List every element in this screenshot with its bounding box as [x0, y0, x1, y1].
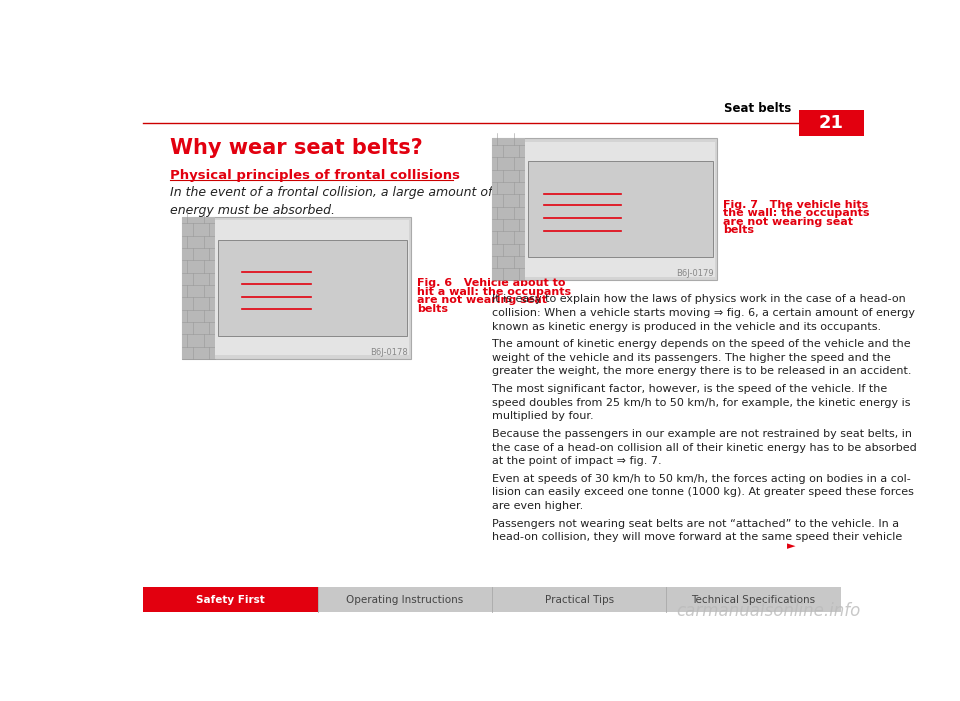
Text: Because the passengers in our example are not restrained by seat belts, in
the c: Because the passengers in our example ar… — [492, 429, 917, 466]
Text: The amount of kinetic energy depends on the speed of the vehicle and the
weight : The amount of kinetic energy depends on … — [492, 339, 911, 376]
Bar — [492, 138, 717, 280]
Text: B6J-0178: B6J-0178 — [370, 348, 408, 357]
Text: Why wear seat belts?: Why wear seat belts? — [170, 138, 423, 158]
Bar — [799, 109, 864, 136]
Bar — [492, 138, 524, 280]
Bar — [524, 142, 715, 277]
Text: belts: belts — [417, 304, 447, 313]
Text: Practical Tips: Practical Tips — [544, 594, 613, 605]
Text: belts: belts — [723, 225, 754, 235]
Bar — [143, 587, 841, 613]
Bar — [528, 161, 713, 257]
Text: Seat belts: Seat belts — [724, 102, 791, 115]
Text: hit a wall: the occupants: hit a wall: the occupants — [417, 287, 571, 297]
Text: Physical principles of frontal collisions: Physical principles of frontal collision… — [170, 169, 461, 182]
Text: It is easy to explain how the laws of physics work in the case of a head-on
coll: It is easy to explain how the laws of ph… — [492, 294, 915, 332]
Text: Fig. 6   Vehicle about to: Fig. 6 Vehicle about to — [417, 278, 565, 288]
Text: Technical Specifications: Technical Specifications — [691, 594, 816, 605]
Text: are not wearing seat: are not wearing seat — [417, 295, 547, 305]
Text: 21: 21 — [819, 114, 844, 132]
Bar — [143, 587, 318, 613]
Bar — [182, 217, 214, 359]
Bar — [219, 240, 407, 336]
Text: Safety First: Safety First — [196, 594, 265, 605]
Text: In the event of a frontal collision, a large amount of kinetic
energy must be ab: In the event of a frontal collision, a l… — [170, 186, 539, 217]
Text: Even at speeds of 30 km/h to 50 km/h, the forces acting on bodies in a col-
lisi: Even at speeds of 30 km/h to 50 km/h, th… — [492, 474, 914, 511]
Text: ►: ► — [786, 541, 795, 551]
Text: B6J-0179: B6J-0179 — [676, 269, 713, 278]
Bar — [214, 220, 409, 355]
Text: carmanualsonline.info: carmanualsonline.info — [676, 602, 860, 620]
Text: Passengers not wearing seat belts are not “attached” to the vehicle. In a
head-o: Passengers not wearing seat belts are no… — [492, 519, 902, 543]
Text: are not wearing seat: are not wearing seat — [723, 217, 852, 226]
Text: The most significant factor, however, is the speed of the vehicle. If the
speed : The most significant factor, however, is… — [492, 384, 910, 421]
Text: Fig. 7   The vehicle hits: Fig. 7 The vehicle hits — [723, 200, 868, 210]
Bar — [182, 217, 411, 359]
Text: Operating Instructions: Operating Instructions — [347, 594, 464, 605]
Text: the wall: the occupants: the wall: the occupants — [723, 208, 870, 218]
